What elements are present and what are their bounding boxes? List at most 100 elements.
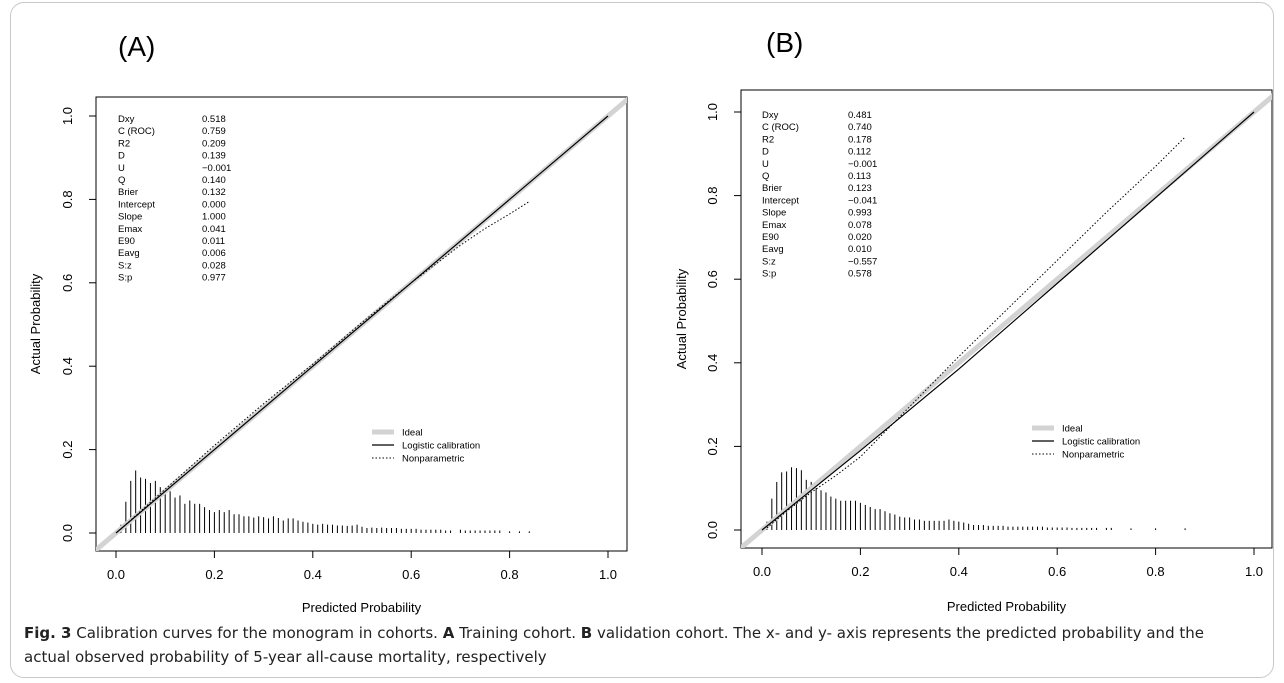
stat-label: Slope bbox=[762, 208, 786, 219]
stat-label: E90 bbox=[118, 236, 135, 247]
caption-segment: Calibration curves for the monogram in c… bbox=[71, 624, 443, 642]
stat-label: Emax bbox=[762, 220, 787, 231]
stat-label: C (ROC) bbox=[762, 122, 799, 133]
y-tick-label: 1.0 bbox=[60, 107, 75, 125]
stat-value: 0.140 bbox=[202, 175, 226, 186]
y-tick-label: 0.2 bbox=[60, 441, 75, 459]
chart-panel-a: (A) 0.0 0.2 0.4 0.6 0.8 1.0 0.0 0.2 0.4 0.6 0.8 1.0 P… bbox=[28, 31, 628, 615]
series-logistic-line bbox=[115, 115, 609, 534]
stat-value: 0.977 bbox=[202, 273, 226, 284]
stat-label: D bbox=[762, 147, 769, 158]
stat-label: S:z bbox=[762, 256, 776, 267]
stat-label: R2 bbox=[762, 134, 774, 145]
stat-label: U bbox=[762, 159, 769, 170]
stat-value: 0.000 bbox=[202, 199, 226, 210]
stat-value: 0.993 bbox=[848, 208, 872, 219]
caption-text: Calibration curves for the monogram in c… bbox=[24, 624, 1204, 666]
caption-panel-ref: B bbox=[580, 624, 593, 642]
x-tick-label: 0.2 bbox=[205, 567, 223, 582]
stat-label: Q bbox=[762, 171, 769, 182]
legend-entry: Nonparametric bbox=[1062, 450, 1125, 461]
plot-area bbox=[96, 97, 627, 551]
stat-value: 0.139 bbox=[202, 151, 226, 162]
x-tick-label: 1.0 bbox=[599, 567, 617, 582]
stat-label: S:p bbox=[118, 273, 132, 284]
x-tick-label: 0.0 bbox=[107, 567, 125, 582]
legend-entry: Logistic calibration bbox=[402, 441, 480, 452]
stat-value: 0.078 bbox=[848, 220, 872, 231]
panel-label: (A) bbox=[118, 31, 155, 62]
stat-value: 0.518 bbox=[202, 114, 226, 125]
legend-entry: Nonparametric bbox=[402, 454, 465, 465]
series-logistic-line bbox=[761, 111, 1255, 531]
stat-value: 1.000 bbox=[202, 212, 226, 223]
legend: Ideal Logistic calibration Nonparametric bbox=[1032, 424, 1140, 461]
stat-label: Brier bbox=[118, 187, 138, 198]
plot-frame bbox=[740, 89, 1273, 549]
stat-value: 0.178 bbox=[848, 134, 872, 145]
chart-panel-b: (B) 0.0 0.2 0.4 0.6 0.8 1.0 0.0 0.2 0.4 0.6 0.8 1.0 P… bbox=[674, 27, 1273, 614]
stat-value: −0.041 bbox=[848, 195, 877, 206]
y-tick-label: 0.0 bbox=[705, 521, 720, 539]
y-tick-label: 0.6 bbox=[60, 274, 75, 292]
stat-label: D bbox=[118, 151, 125, 162]
legend: Ideal Logistic calibration Nonparametric bbox=[372, 428, 480, 465]
stat-label: Slope bbox=[118, 212, 142, 223]
stat-label: Eavg bbox=[118, 248, 140, 259]
x-axis-title: Predicted Probability bbox=[302, 600, 422, 615]
stat-label: Dxy bbox=[762, 110, 779, 121]
stat-value: 0.740 bbox=[848, 122, 872, 133]
stat-label: Eavg bbox=[762, 244, 784, 255]
stat-label: Brier bbox=[762, 183, 782, 194]
stat-value: 0.020 bbox=[848, 232, 872, 243]
stat-label: Dxy bbox=[118, 114, 135, 125]
caption-panel-ref: A bbox=[442, 624, 455, 642]
x-tick-label: 0.8 bbox=[501, 567, 519, 582]
stat-value: −0.557 bbox=[848, 256, 877, 267]
stat-label: Intercept bbox=[762, 195, 799, 206]
x-tick-label: 0.8 bbox=[1147, 564, 1165, 579]
plot-frame bbox=[95, 96, 628, 552]
y-axis-title: Actual Probability bbox=[28, 273, 43, 374]
figure-plots: (A) 0.0 0.2 0.4 0.6 0.8 1.0 0.0 0.2 0.4 0.6 0.8 1.0 P… bbox=[28, 27, 1273, 615]
stat-value: −0.001 bbox=[202, 163, 231, 174]
y-tick-label: 0.4 bbox=[60, 357, 75, 375]
stat-value: 0.113 bbox=[848, 171, 871, 182]
y-tick-label: 0.6 bbox=[705, 270, 720, 288]
series-ideal-line bbox=[741, 93, 1272, 548]
stat-value: 0.209 bbox=[202, 138, 226, 149]
stat-value: −0.001 bbox=[848, 159, 877, 170]
y-tick-label: 0.0 bbox=[60, 524, 75, 542]
x-tick-label: 1.0 bbox=[1245, 564, 1263, 579]
stat-value: 0.481 bbox=[848, 110, 872, 121]
stat-value: 0.010 bbox=[848, 244, 872, 255]
plot-area bbox=[741, 93, 1272, 548]
caption-segment: Training cohort. bbox=[454, 624, 581, 642]
caption-prefix: Fig. 3 bbox=[24, 624, 72, 642]
legend-entry: Ideal bbox=[1062, 424, 1083, 435]
y-tick-label: 0.2 bbox=[705, 437, 720, 455]
y-axis-title: Actual Probability bbox=[674, 268, 689, 369]
x-tick-label: 0.0 bbox=[753, 564, 771, 579]
stat-value: 0.011 bbox=[202, 236, 225, 247]
y-tick-label: 0.4 bbox=[705, 354, 720, 372]
stat-label: Intercept bbox=[118, 199, 155, 210]
stat-value: 0.112 bbox=[848, 147, 871, 158]
stat-label: E90 bbox=[762, 232, 779, 243]
legend-entry: Ideal bbox=[402, 428, 423, 439]
stat-value: 0.759 bbox=[202, 126, 226, 137]
x-axis-title: Predicted Probability bbox=[947, 599, 1067, 614]
stat-label: Q bbox=[118, 175, 125, 186]
x-tick-label: 0.2 bbox=[851, 564, 869, 579]
legend-entry: Logistic calibration bbox=[1062, 437, 1140, 448]
caption-segment: validation cohort. The x- and y- axis re… bbox=[24, 624, 1204, 666]
stat-label: S:z bbox=[118, 260, 132, 271]
stat-value: 0.006 bbox=[202, 248, 226, 259]
stat-value: 0.132 bbox=[202, 187, 226, 198]
x-tick-label: 0.6 bbox=[1048, 564, 1066, 579]
stat-label: Emax bbox=[118, 224, 143, 235]
stat-label: U bbox=[118, 163, 125, 174]
y-tick-label: 0.8 bbox=[705, 187, 720, 205]
stat-label: C (ROC) bbox=[118, 126, 155, 137]
x-tick-label: 0.4 bbox=[304, 567, 322, 582]
